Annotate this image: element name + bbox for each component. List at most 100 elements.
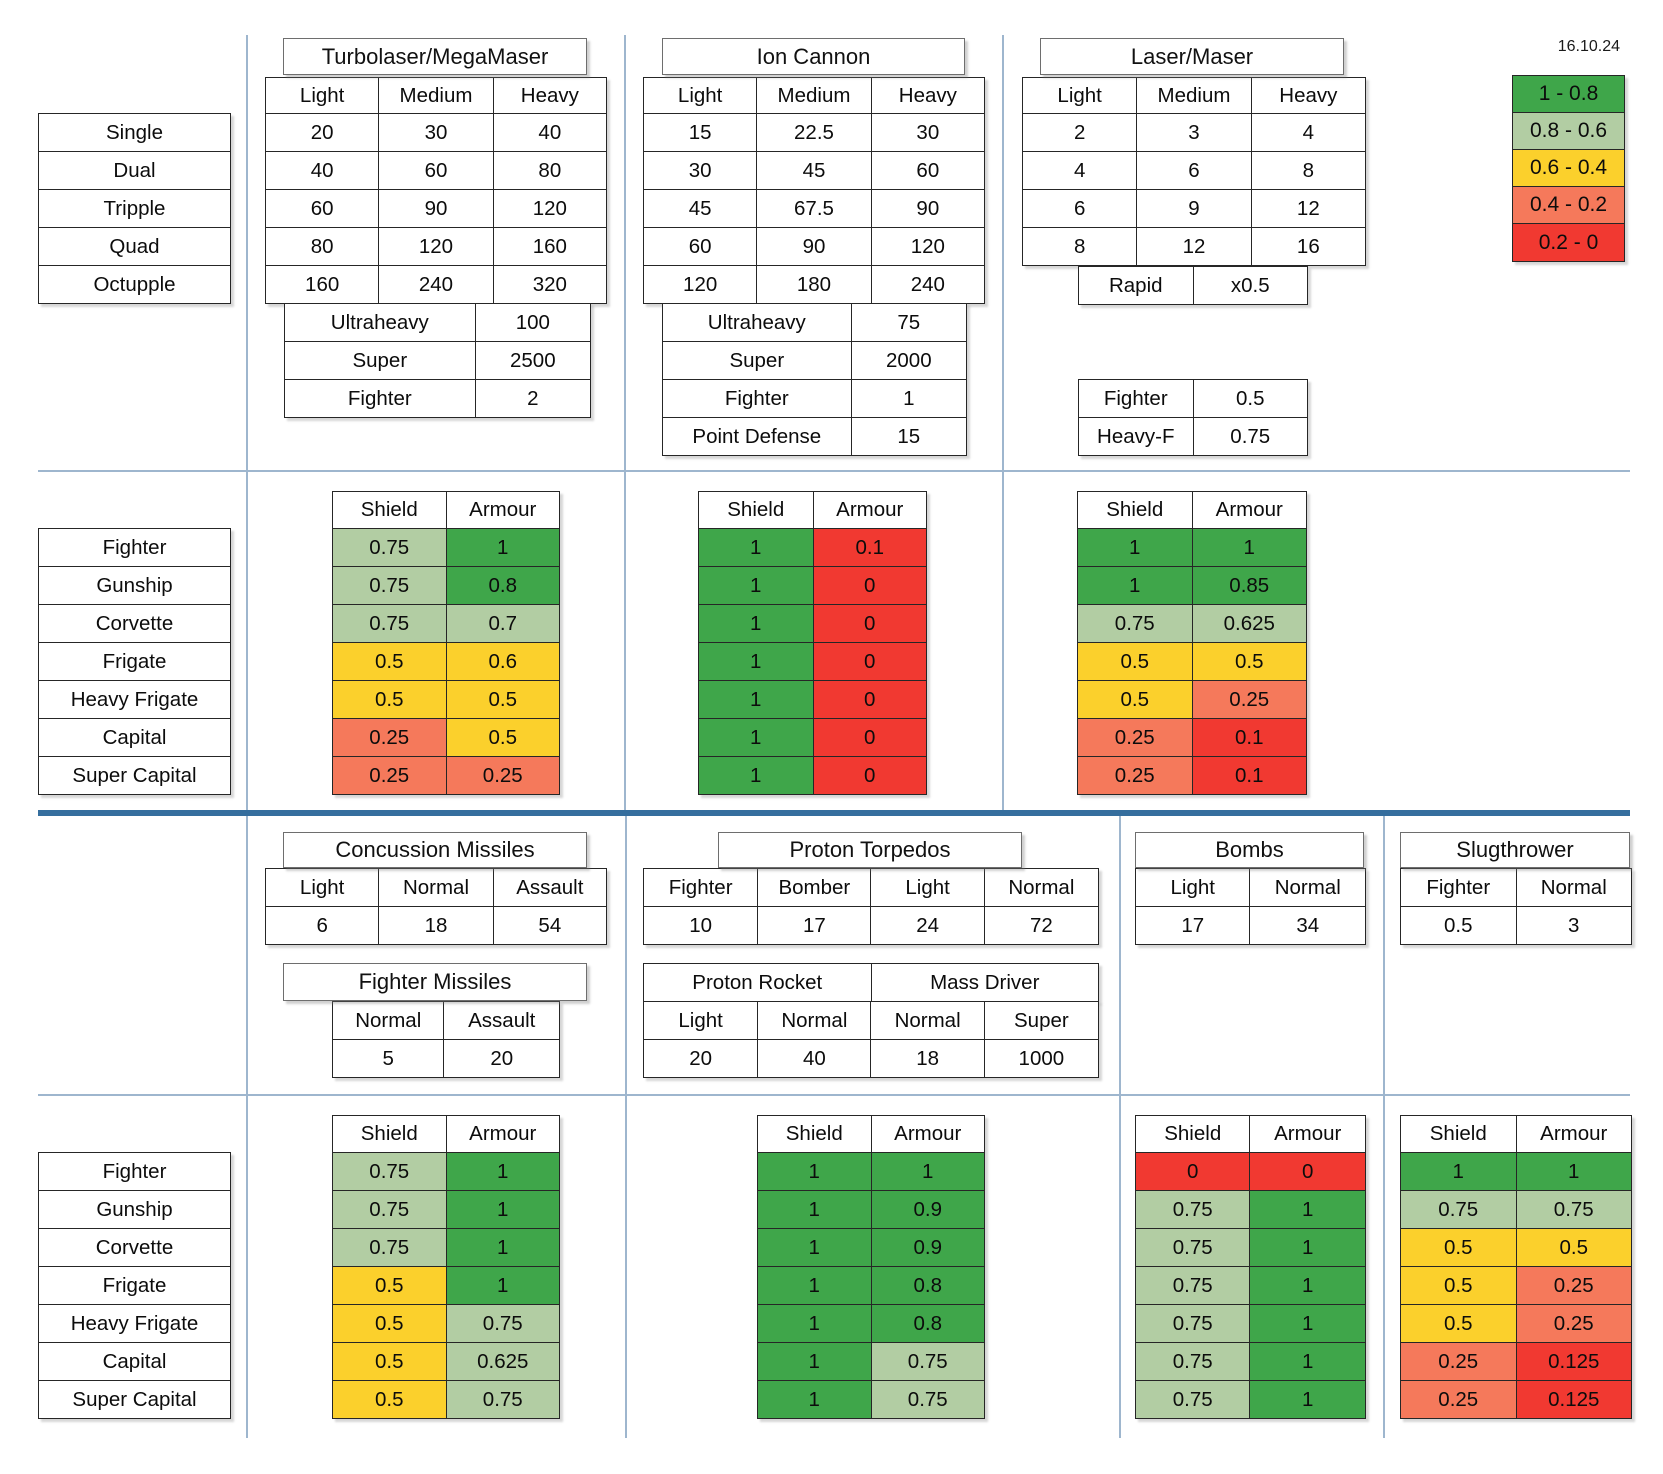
- table-cell: 0.75: [332, 1152, 447, 1191]
- table-cell: Point Defense: [662, 417, 852, 456]
- column-header: Normal: [1249, 868, 1366, 907]
- column-header: Light: [264, 77, 380, 114]
- color-legend: 1 - 0.8 0.8 - 0.6 0.6 - 0.4 0.4 - 0.2 0.2 - …: [1512, 75, 1625, 262]
- table-cell: 0.1: [1191, 756, 1307, 795]
- proton-rocket-mass-driver-titles: Proton Rocket Mass Driver: [643, 963, 1099, 1002]
- laser-fighter: Fighter 0.5 Heavy-F 0.75: [1078, 379, 1308, 456]
- table-row: 0.5 0.25: [1400, 1304, 1632, 1343]
- table-cell: 5: [331, 1039, 445, 1078]
- table-cell: 40: [264, 151, 380, 190]
- table-cell: 0.1: [812, 528, 927, 567]
- table-row: Gunship: [38, 1190, 231, 1229]
- table-cell: 1000: [983, 1039, 1100, 1078]
- table-cell: 100: [474, 303, 592, 342]
- table-cell: 1: [757, 1304, 872, 1343]
- table-cell: 0.75: [870, 1342, 985, 1381]
- concussion-sa: Shield Armour 0.75 1 0.75 1 0.75 1 0.5 1 0.5 0.75 0.…: [332, 1115, 560, 1419]
- column-header: Medium: [756, 77, 872, 114]
- table-cell: 30: [378, 113, 494, 152]
- column-header: Normal: [1515, 868, 1632, 907]
- table-cell: 0.75: [1400, 1190, 1517, 1229]
- legend-item: 0.4 - 0.2: [1513, 187, 1624, 224]
- table-cell: Octupple: [38, 265, 231, 304]
- table-row: Heavy Frigate: [38, 680, 231, 719]
- table-row: 0.5 0.25: [1077, 680, 1307, 719]
- table-cell: 30: [642, 151, 758, 190]
- table-cell: 0: [812, 604, 927, 643]
- table-row: 120 180 240: [642, 265, 986, 304]
- table-row: 0.5 3: [1400, 906, 1632, 945]
- table-row: 20 40 18 1000: [642, 1039, 1100, 1078]
- column-header: Heavy: [492, 77, 608, 114]
- legend-item: 0.6 - 0.4: [1513, 150, 1624, 187]
- table-cell: 60: [870, 151, 986, 190]
- table-row: Frigate: [38, 1266, 231, 1305]
- turbolaser-title: Turbolaser/MegaMaser: [283, 38, 587, 75]
- table-cell: 0.25: [1077, 756, 1193, 795]
- table-row: 15 22.5 30: [642, 113, 986, 152]
- divider-vertical-top-2: [624, 35, 626, 810]
- table-cell: x0.5: [1192, 266, 1308, 305]
- concussion-title: Concussion Missiles: [283, 832, 587, 868]
- table-cell: 0.25: [445, 756, 560, 795]
- table-row: Super Capital: [38, 756, 231, 795]
- slugthrower-sa: Shield Armour 1 1 0.75 0.75 0.5 0.5 0.5 0.25 0.5 0.…: [1400, 1115, 1632, 1419]
- table-row: 0.75 0.75: [1400, 1190, 1632, 1229]
- table-cell: 0.75: [870, 1380, 985, 1419]
- table-cell: Ultraheavy: [662, 303, 852, 342]
- divider-vertical-bottom-4: [1383, 816, 1385, 1438]
- table-cell: 0.625: [1191, 604, 1307, 643]
- ion-extras: Ultraheavy 75 Super 2000 Fighter 1 Point Defen…: [662, 303, 968, 456]
- table-cell: 0.75: [332, 604, 447, 643]
- table-cell: 1: [1400, 1152, 1517, 1191]
- table-cell: Super Capital: [38, 1380, 231, 1419]
- table-row: 0.75 1: [1134, 1228, 1366, 1267]
- table-cell: 1: [757, 1190, 872, 1229]
- table-cell: 30: [870, 113, 986, 152]
- table-cell: 67.5: [756, 189, 872, 228]
- table-row: 1 0.85: [1077, 566, 1307, 605]
- table-cell: 24: [870, 906, 985, 945]
- table-cell: 0.75: [332, 1228, 447, 1267]
- table-cell: 0.25: [1515, 1304, 1632, 1343]
- table-cell: 0.5: [1400, 1228, 1517, 1267]
- proton-torpedos-damage: Fighter Bomber Light Normal 10 17 24 72: [642, 868, 1100, 945]
- table-row: Super Capital: [38, 1380, 231, 1419]
- table-cell: 16: [1250, 227, 1367, 266]
- table-cell: 120: [378, 227, 494, 266]
- table-row: Gunship: [38, 566, 231, 605]
- table-cell: 8: [1021, 227, 1138, 266]
- table-cell: 1: [445, 528, 560, 567]
- table-cell: 0: [1249, 1152, 1366, 1191]
- table-row: 1 0.8: [757, 1266, 985, 1305]
- table-row: 6 18 54: [264, 906, 608, 945]
- table-row: 0.75 1: [332, 1152, 560, 1191]
- table-cell: 0.8: [870, 1304, 985, 1343]
- table-row: 10 17 24 72: [642, 906, 1100, 945]
- column-header: Shield: [332, 491, 447, 529]
- column-header: Fighter: [642, 868, 759, 907]
- column-header: Armour: [1515, 1115, 1632, 1153]
- table-cell: 0.25: [332, 756, 447, 795]
- table-cell: Super: [662, 341, 852, 380]
- table-row: 30 45 60: [642, 151, 986, 190]
- column-header: Light: [1021, 77, 1138, 114]
- column-header: Heavy: [1250, 77, 1367, 114]
- divider-vertical-bottom-2: [625, 816, 627, 1438]
- fighter-missiles-damage: Normal Assault 5 20: [331, 1001, 560, 1078]
- table-row: 0.5 1: [332, 1266, 560, 1305]
- table-cell: 180: [756, 265, 872, 304]
- column-header: Shield: [698, 491, 814, 529]
- table-row: Fighter 2: [284, 379, 592, 418]
- table-cell: 0.9: [870, 1228, 985, 1267]
- table-cell: 0.75: [1192, 417, 1308, 456]
- table-row: Fighter: [38, 1152, 231, 1191]
- table-cell: 1: [757, 1152, 872, 1191]
- table-row: Point Defense 15: [662, 417, 968, 456]
- table-cell: 1: [1077, 528, 1193, 567]
- table-cell: 1: [1249, 1190, 1366, 1229]
- table-row: Heavy Frigate: [38, 1304, 231, 1343]
- table-cell: 17: [757, 906, 872, 945]
